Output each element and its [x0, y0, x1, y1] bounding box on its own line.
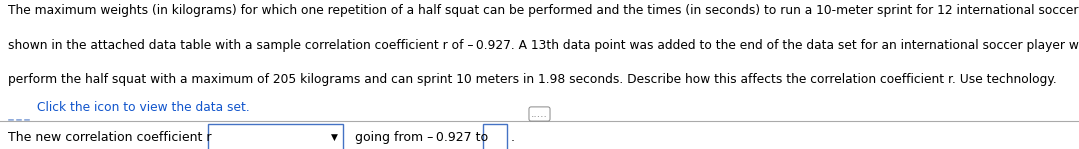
FancyBboxPatch shape	[8, 120, 14, 121]
Text: .....: .....	[531, 109, 548, 119]
Text: The maximum weights (in kilograms) for which one repetition of a half squat can : The maximum weights (in kilograms) for w…	[8, 4, 1079, 17]
Text: shown in the attached data table with a sample correlation coefficient r of – 0.: shown in the attached data table with a …	[8, 39, 1079, 52]
Text: The new correlation coefficient r: The new correlation coefficient r	[8, 131, 215, 144]
Text: Click the icon to view the data set.: Click the icon to view the data set.	[37, 101, 249, 114]
FancyBboxPatch shape	[208, 124, 343, 149]
Text: perform the half squat with a maximum of 205 kilograms and can sprint 10 meters : perform the half squat with a maximum of…	[8, 73, 1056, 86]
FancyBboxPatch shape	[483, 124, 507, 149]
Text: ▼: ▼	[331, 133, 338, 142]
Text: going from – 0.927 to: going from – 0.927 to	[351, 131, 488, 144]
Text: .: .	[510, 131, 515, 144]
FancyBboxPatch shape	[24, 120, 30, 121]
FancyBboxPatch shape	[15, 120, 22, 121]
